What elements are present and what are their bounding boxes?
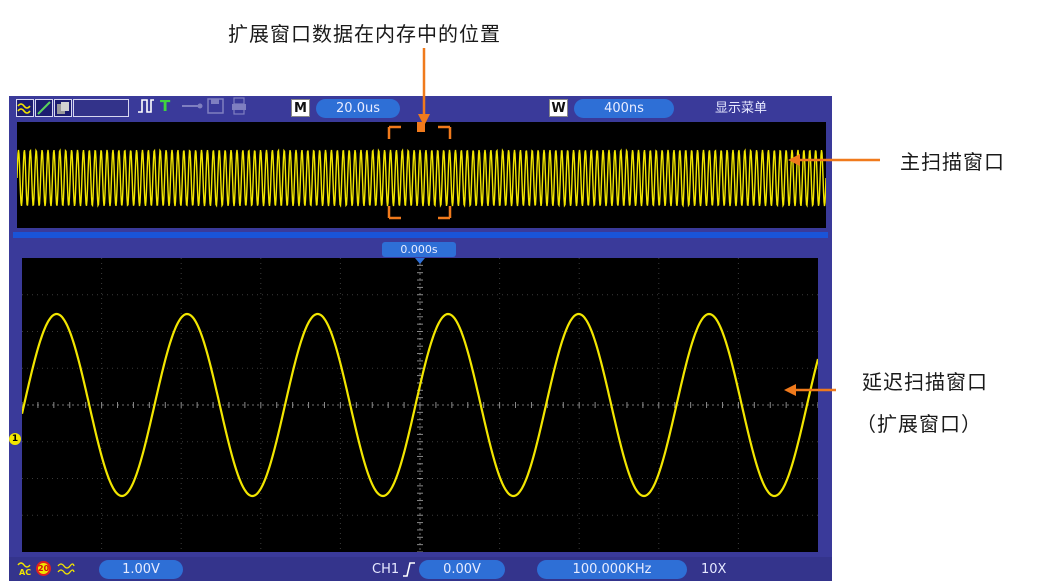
main-sweep-trace bbox=[17, 148, 826, 208]
probe-ratio-label: 10X bbox=[701, 562, 727, 577]
delayed-sweep-window bbox=[22, 258, 818, 552]
window-timebase-badge: W bbox=[549, 99, 568, 117]
ac-coupling-icon: AC bbox=[17, 560, 31, 576]
probe-waveform-icon bbox=[57, 560, 75, 576]
persistence-icon[interactable] bbox=[54, 99, 72, 117]
printer-icon bbox=[230, 97, 248, 115]
annotation-delayed-window: 延迟扫描窗口 bbox=[862, 370, 988, 394]
delayed-sweep-waveform bbox=[22, 258, 818, 552]
ch1-trace bbox=[22, 312, 818, 498]
trigger-position-pointer bbox=[415, 258, 425, 264]
usb-icon bbox=[181, 97, 203, 115]
trigger-level-value[interactable]: 0.00V bbox=[419, 560, 505, 579]
window-timebase-value[interactable]: 400ns bbox=[574, 99, 674, 118]
annotation-expand-position: 扩展窗口数据在内存中的位置 bbox=[228, 22, 501, 46]
main-sweep-waveform bbox=[17, 122, 826, 220]
save-icon bbox=[207, 97, 225, 115]
annotation-main-window: 主扫描窗口 bbox=[900, 150, 1005, 174]
main-timebase-value[interactable]: 20.0us bbox=[316, 99, 400, 118]
top-status-bar: T M 20.0us W 400ns 显示菜单 bbox=[9, 96, 832, 120]
rising-edge-icon bbox=[402, 560, 416, 578]
acquire-mode-icon[interactable] bbox=[16, 99, 34, 117]
frequency-value[interactable]: 100.000KHz bbox=[537, 560, 687, 579]
bottom-status-bar: AC 20 1.00V CH1 0.00V 100.000KHz 10X bbox=[9, 557, 832, 581]
annotation-delayed-window-sub: （扩展窗口） bbox=[856, 412, 982, 436]
ch1-scale-value[interactable]: 1.00V bbox=[99, 560, 183, 579]
display-menu-label[interactable]: 显示菜单 bbox=[715, 101, 768, 116]
pulse-icon bbox=[137, 97, 155, 115]
svg-text:AC: AC bbox=[19, 568, 31, 576]
channel1-ground-marker: 1 bbox=[9, 433, 21, 445]
trigger-icon: T bbox=[160, 97, 171, 115]
delay-time-tag: 0.000s bbox=[382, 242, 456, 257]
oscilloscope-screen: T M 20.0us W 400ns 显示菜单 0.000s 1 AC 20 bbox=[9, 96, 832, 581]
main-sweep-window bbox=[17, 122, 826, 228]
expansion-window-marker bbox=[417, 122, 425, 132]
display-vector-icon[interactable] bbox=[35, 99, 53, 117]
main-timebase-badge: M bbox=[291, 99, 310, 117]
trigger-source-label: CH1 bbox=[372, 562, 400, 577]
bandwidth-limit-badge: 20 bbox=[36, 561, 51, 576]
window-divider bbox=[13, 232, 828, 238]
status-blank-field bbox=[73, 99, 129, 117]
